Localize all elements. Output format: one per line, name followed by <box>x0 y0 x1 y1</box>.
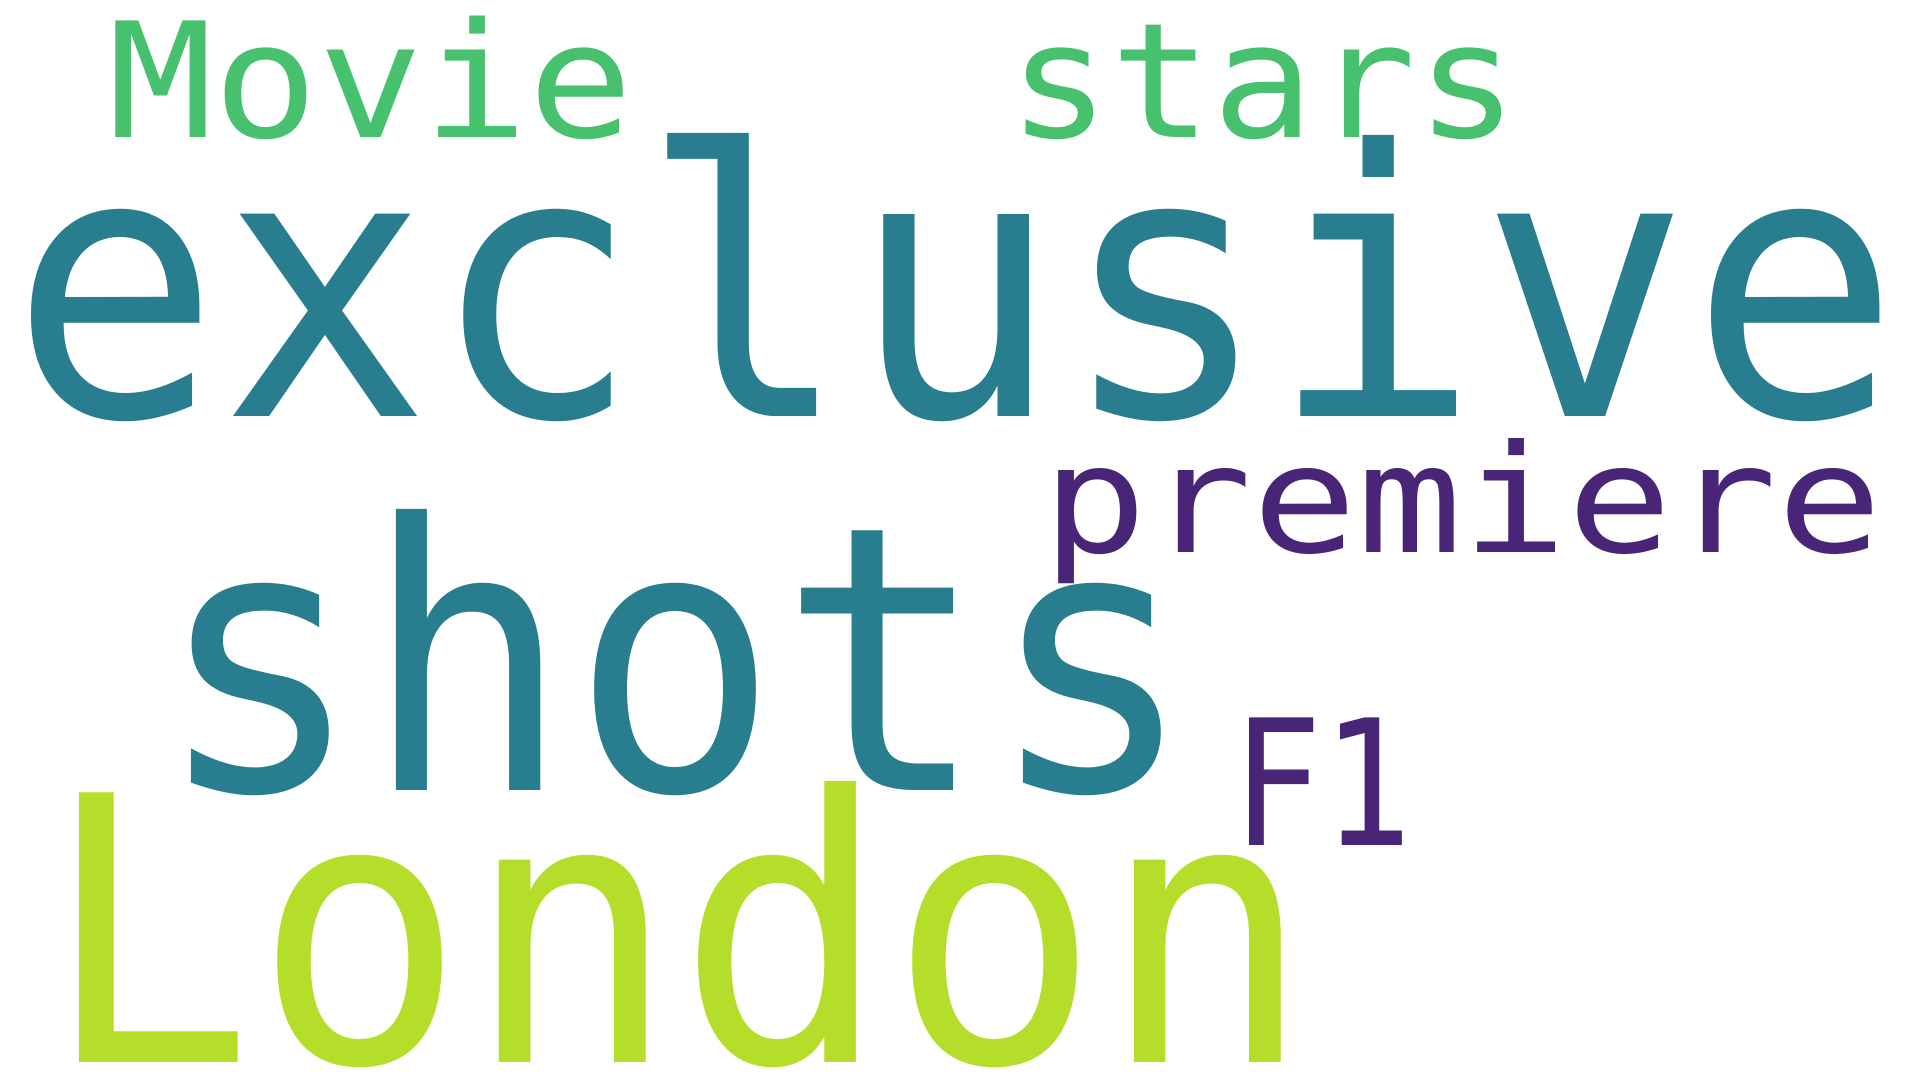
word-f1: F1 <box>1232 684 1412 887</box>
word-shots: shots <box>155 448 1195 878</box>
word-london: London <box>42 720 1312 1080</box>
word-exclusive: exclusive <box>10 74 1900 504</box>
word-stars: stars <box>1008 0 1518 175</box>
word-premiere: premiere <box>1042 414 1882 588</box>
word-movie: Movie <box>108 0 633 175</box>
